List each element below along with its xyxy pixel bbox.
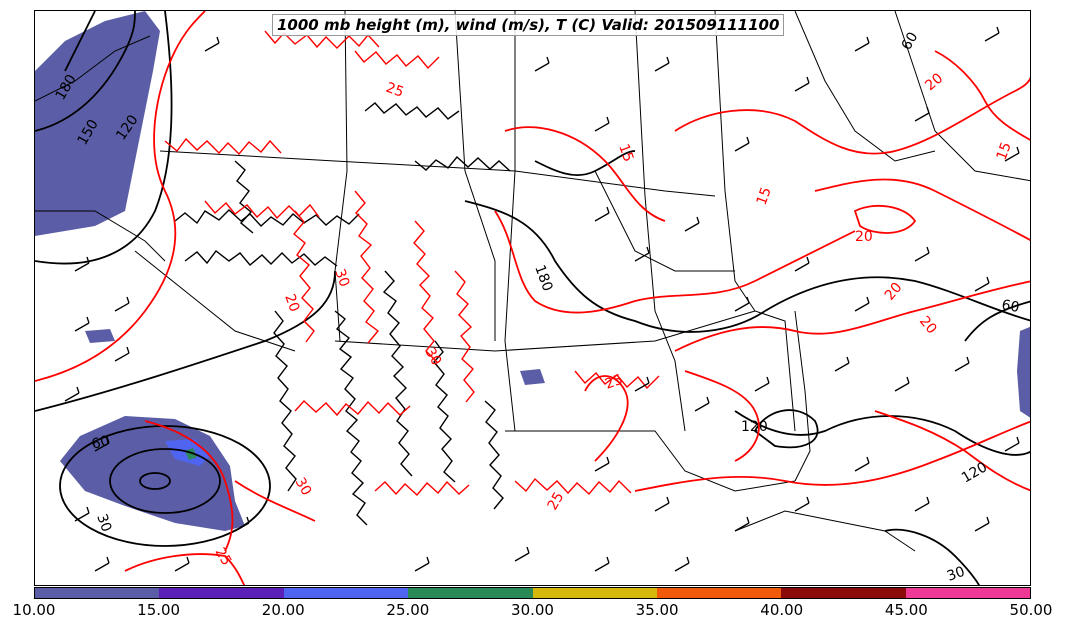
- height-label: 60: [90, 433, 111, 453]
- political-borders: [35, 11, 1030, 552]
- wind-shade-small-1: [520, 369, 545, 385]
- temperature-label: 25: [545, 490, 568, 513]
- colorbar-tick-label: 40.00: [760, 601, 804, 619]
- colorbar-tick-label: 35.00: [635, 601, 679, 619]
- colorbar-segment: [905, 588, 1030, 598]
- colorbar-segment: [532, 588, 657, 598]
- height-label: 30: [93, 512, 114, 534]
- height-label: 120: [959, 459, 990, 486]
- wind-shade-small-2: [85, 329, 115, 343]
- map-canvas: 180 150 120 60 30 180 120 120 60 60 30 2…: [35, 11, 1030, 585]
- colorbar-segment: [781, 588, 906, 598]
- colorbar-tick-label: 10.00: [12, 601, 56, 619]
- colorbar-tick-label: 30.00: [511, 601, 554, 619]
- map-title: 1000 mb height (m), wind (m/s), T (C) Va…: [272, 14, 785, 36]
- colorbar-tick-label: 15.00: [137, 601, 181, 619]
- temperature-label: 30: [331, 267, 352, 289]
- wind-barbs: [64, 26, 1020, 572]
- colorbar-tick-labels: 10.00 15.00 20.00 25.00 30.00 35.00 40.0…: [0, 601, 1065, 625]
- colorbar-tick-label: 20.00: [261, 601, 305, 619]
- temperature-label: 25: [384, 80, 406, 101]
- colorbar-segment: [408, 588, 533, 598]
- temperature-label: 30: [422, 345, 445, 368]
- temperature-label: 15: [615, 142, 636, 164]
- wind-speed-colorbar: [34, 587, 1031, 599]
- temperature-label: 15: [754, 185, 775, 207]
- height-label: 180: [531, 263, 555, 294]
- terrain-noise-contours: [164, 30, 660, 526]
- height-label: 60: [1000, 297, 1020, 316]
- colorbar-tick-label: 25.00: [386, 601, 430, 619]
- temperature-label: 20: [855, 229, 873, 245]
- colorbar-segment: [35, 588, 160, 598]
- temperature-label: 30: [292, 475, 315, 498]
- wind-shade-east: [1017, 326, 1030, 418]
- map-panel: 180 150 120 60 30 180 120 120 60 60 30 2…: [34, 10, 1031, 586]
- temperature-label: 20: [916, 313, 940, 337]
- height-label: 120: [741, 419, 768, 435]
- height-label: 30: [945, 564, 967, 585]
- temperature-label: 25: [603, 372, 625, 393]
- colorbar-segment: [656, 588, 782, 598]
- temperature-label: 20: [922, 70, 946, 94]
- temperature-label: 15: [994, 140, 1015, 162]
- temperature-label: 25: [212, 545, 235, 568]
- temperature-contours: [35, 11, 1030, 585]
- colorbar-tick-label: 45.00: [884, 601, 928, 619]
- temperature-label: 20: [281, 292, 302, 314]
- colorbar-segment: [283, 588, 409, 598]
- height-label: 60: [899, 30, 922, 53]
- colorbar-tick-label: 50.00: [1009, 601, 1053, 619]
- temperature-contour-labels: 20 25 30 25 25 15 15 15 20 20 20 20 25 3…: [212, 70, 1015, 568]
- temperature-label: 20: [882, 280, 906, 304]
- colorbar-segment: [159, 588, 284, 598]
